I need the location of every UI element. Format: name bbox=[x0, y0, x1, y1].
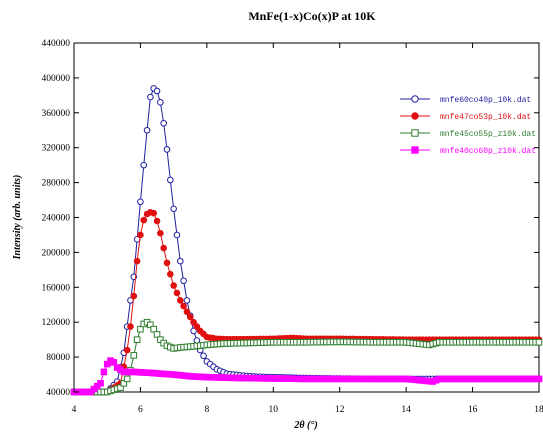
data-point bbox=[137, 198, 144, 206]
data-point bbox=[411, 129, 419, 137]
data-point bbox=[170, 282, 177, 289]
data-point bbox=[153, 331, 161, 338]
y-tick-label: 440000 bbox=[42, 39, 71, 49]
data-point bbox=[127, 323, 134, 330]
x-tick-label: 6 bbox=[138, 405, 143, 415]
y-tick-label: 120000 bbox=[42, 318, 71, 328]
data-point bbox=[167, 176, 174, 184]
data-point bbox=[153, 217, 161, 225]
data-point bbox=[167, 270, 174, 278]
y-tick-label: 400000 bbox=[42, 74, 71, 84]
data-point bbox=[173, 289, 181, 297]
data-point bbox=[535, 375, 543, 383]
data-point bbox=[411, 95, 419, 103]
data-point bbox=[147, 93, 154, 101]
x-axis: 4 6 8 10 12 14 16 18 bbox=[72, 43, 543, 415]
data-point bbox=[163, 146, 171, 153]
data-point bbox=[137, 231, 144, 239]
data-point bbox=[103, 360, 111, 368]
y-tick-label: 320000 bbox=[42, 144, 71, 154]
x-tick-label: 16 bbox=[468, 405, 478, 415]
data-point bbox=[160, 119, 167, 127]
legend-label: mnfe47co53p_10k.dat bbox=[440, 113, 531, 122]
data-point bbox=[180, 302, 187, 310]
x-tick-label: 12 bbox=[335, 405, 345, 415]
x-tick-label: 8 bbox=[204, 405, 209, 415]
y-tick-label: 200000 bbox=[42, 248, 71, 258]
legend-label: mnfe60co40p_10k.dat bbox=[440, 96, 531, 105]
data-point bbox=[140, 161, 148, 169]
x-tick-label: 14 bbox=[401, 405, 411, 415]
data-point bbox=[157, 99, 164, 106]
data-point bbox=[535, 338, 543, 346]
series-layer bbox=[70, 85, 543, 396]
data-point bbox=[117, 384, 124, 391]
data-point bbox=[120, 379, 128, 387]
data-point bbox=[137, 325, 144, 333]
legend-label: mnfe40co60p_z10k.dat bbox=[440, 147, 536, 156]
data-point bbox=[193, 323, 201, 330]
legend: mnfe60co40p_10k.dat mnfe47co53p_10k.datmn… bbox=[400, 95, 536, 156]
y-tick-label: 280000 bbox=[42, 179, 71, 189]
data-point bbox=[176, 257, 184, 265]
data-point bbox=[411, 146, 419, 154]
data-point bbox=[190, 327, 197, 335]
data-point bbox=[97, 379, 104, 387]
chart-title: MnFe(1-x)Co(x)P at 10K bbox=[248, 9, 376, 23]
data-point bbox=[170, 205, 177, 213]
data-point bbox=[133, 336, 141, 343]
data-point bbox=[150, 325, 158, 333]
y-tick-label: 80000 bbox=[46, 353, 70, 363]
y-tick-label: 160000 bbox=[42, 283, 71, 293]
y-axis: 40000 80000 120000 160000 200000 240000 280000… bbox=[42, 39, 539, 398]
data-point bbox=[157, 229, 164, 237]
data-point bbox=[153, 87, 161, 95]
legend-label: mnfe45co55p_z10k.dat bbox=[440, 130, 536, 139]
data-point bbox=[411, 112, 419, 120]
x-tick-label: 18 bbox=[534, 405, 543, 415]
data-point bbox=[147, 321, 154, 329]
x-axis-label: 2θ (°) bbox=[293, 420, 317, 431]
data-point bbox=[110, 359, 118, 366]
y-tick-label: 40000 bbox=[46, 388, 70, 398]
data-point bbox=[100, 368, 108, 376]
data-point bbox=[200, 352, 207, 360]
y-tick-label: 240000 bbox=[42, 214, 71, 224]
x-tick-label: 10 bbox=[269, 405, 279, 415]
y-tick-label: 360000 bbox=[42, 109, 71, 119]
x-tick-label: 4 bbox=[72, 405, 77, 415]
data-point bbox=[143, 126, 151, 134]
series-line bbox=[74, 211, 539, 393]
data-point bbox=[130, 352, 138, 359]
legend-item: mnfe60co40p_10k.dat bbox=[400, 95, 531, 105]
data-point bbox=[157, 336, 164, 343]
legend-item: mnfe47co53p_10k.dat bbox=[400, 112, 531, 122]
data-point bbox=[163, 259, 171, 267]
data-point bbox=[123, 346, 131, 354]
data-point bbox=[173, 231, 181, 239]
data-point bbox=[123, 375, 131, 383]
data-point bbox=[160, 244, 167, 252]
data-point bbox=[176, 297, 184, 304]
data-point bbox=[180, 277, 187, 285]
y-axis-label: Intensity (arb. units) bbox=[12, 175, 23, 261]
series-3 bbox=[70, 318, 543, 396]
data-point bbox=[183, 308, 191, 316]
data-point bbox=[190, 318, 197, 326]
legend-item: mnfe40co60p_z10k.dat bbox=[400, 146, 536, 156]
series-2 bbox=[70, 208, 543, 396]
data-point bbox=[140, 216, 148, 224]
legend-item: mnfe45co55p_z10k.dat bbox=[400, 129, 536, 139]
data-point bbox=[130, 292, 138, 300]
data-point bbox=[150, 209, 158, 217]
data-point bbox=[183, 297, 191, 304]
data-point bbox=[133, 257, 141, 265]
series-4 bbox=[70, 357, 543, 396]
data-point bbox=[186, 313, 194, 321]
